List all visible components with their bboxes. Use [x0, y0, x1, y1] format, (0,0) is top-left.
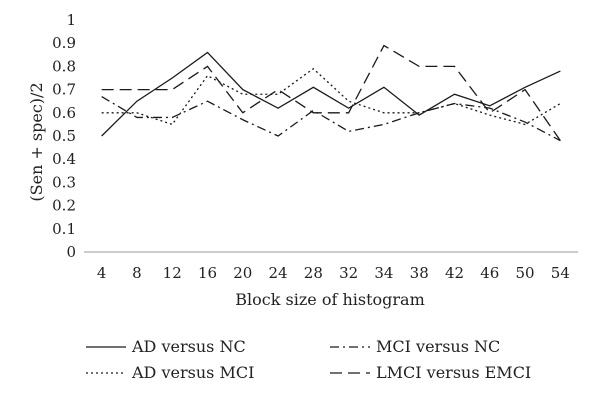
- x-tick-label: 38: [410, 264, 429, 282]
- x-tick-label: 54: [551, 264, 570, 282]
- y-tick-label: 0.8: [52, 57, 76, 75]
- y-tick-label: 0.3: [52, 173, 76, 191]
- x-tick-label: 28: [304, 264, 323, 282]
- legend-item: MCI versus NC: [330, 337, 500, 356]
- y-tick-label: 0.6: [52, 104, 76, 122]
- x-tick-label: 16: [198, 264, 217, 282]
- series-layer: [101, 44, 561, 142]
- y-tick-label: 0.7: [52, 81, 76, 99]
- x-tick-label: 32: [339, 264, 358, 282]
- y-axis: 0 0.1 0.2 0.3 0.4 0.5 0.6 0.7 0.8 0.9 1: [52, 11, 76, 261]
- y-tick-label: 0.5: [52, 127, 76, 145]
- legend-label: AD versus NC: [131, 337, 246, 356]
- x-tick-label: 24: [269, 264, 288, 282]
- x-tick-label: 50: [516, 264, 535, 282]
- x-tick-label: 12: [163, 264, 182, 282]
- x-tick-label: 4: [97, 264, 107, 282]
- legend-label: AD versus MCI: [131, 363, 254, 382]
- y-tick-label: 0.2: [52, 197, 76, 215]
- x-tick-label: 46: [480, 264, 499, 282]
- y-tick-label: 0.9: [52, 34, 76, 52]
- legend-label: MCI versus NC: [376, 337, 500, 356]
- x-tick-label: 20: [233, 264, 252, 282]
- y-tick-label: 1: [66, 11, 76, 29]
- series-line-mci-versus-nc: [101, 96, 561, 142]
- x-axis: 4 8 12 16 20 24 28 32 34 38 42 46 50 54: [84, 251, 578, 282]
- x-tick-label: 42: [445, 264, 464, 282]
- y-tick-label: 0.4: [52, 150, 76, 168]
- y-tick-label: 0: [66, 243, 76, 261]
- x-axis-label: Block size of histogram: [235, 290, 425, 309]
- y-axis-label: (Sen + spec)/2: [27, 82, 46, 201]
- x-tick-label: 8: [132, 264, 142, 282]
- series-line-lmci-versus-emci: [101, 44, 561, 142]
- legend: AD versus NC MCI versus NC AD versus MCI LM…: [86, 337, 531, 382]
- legend-item: AD versus MCI: [86, 363, 254, 382]
- series-line-ad-versus-nc: [101, 51, 561, 137]
- series-line-ad-versus-mci: [101, 67, 561, 126]
- x-tick-label: 34: [374, 264, 393, 282]
- legend-item: AD versus NC: [86, 337, 246, 356]
- legend-label: LMCI versus EMCI: [376, 363, 531, 382]
- legend-item: LMCI versus EMCI: [330, 363, 531, 382]
- y-tick-label: 0.1: [52, 220, 76, 238]
